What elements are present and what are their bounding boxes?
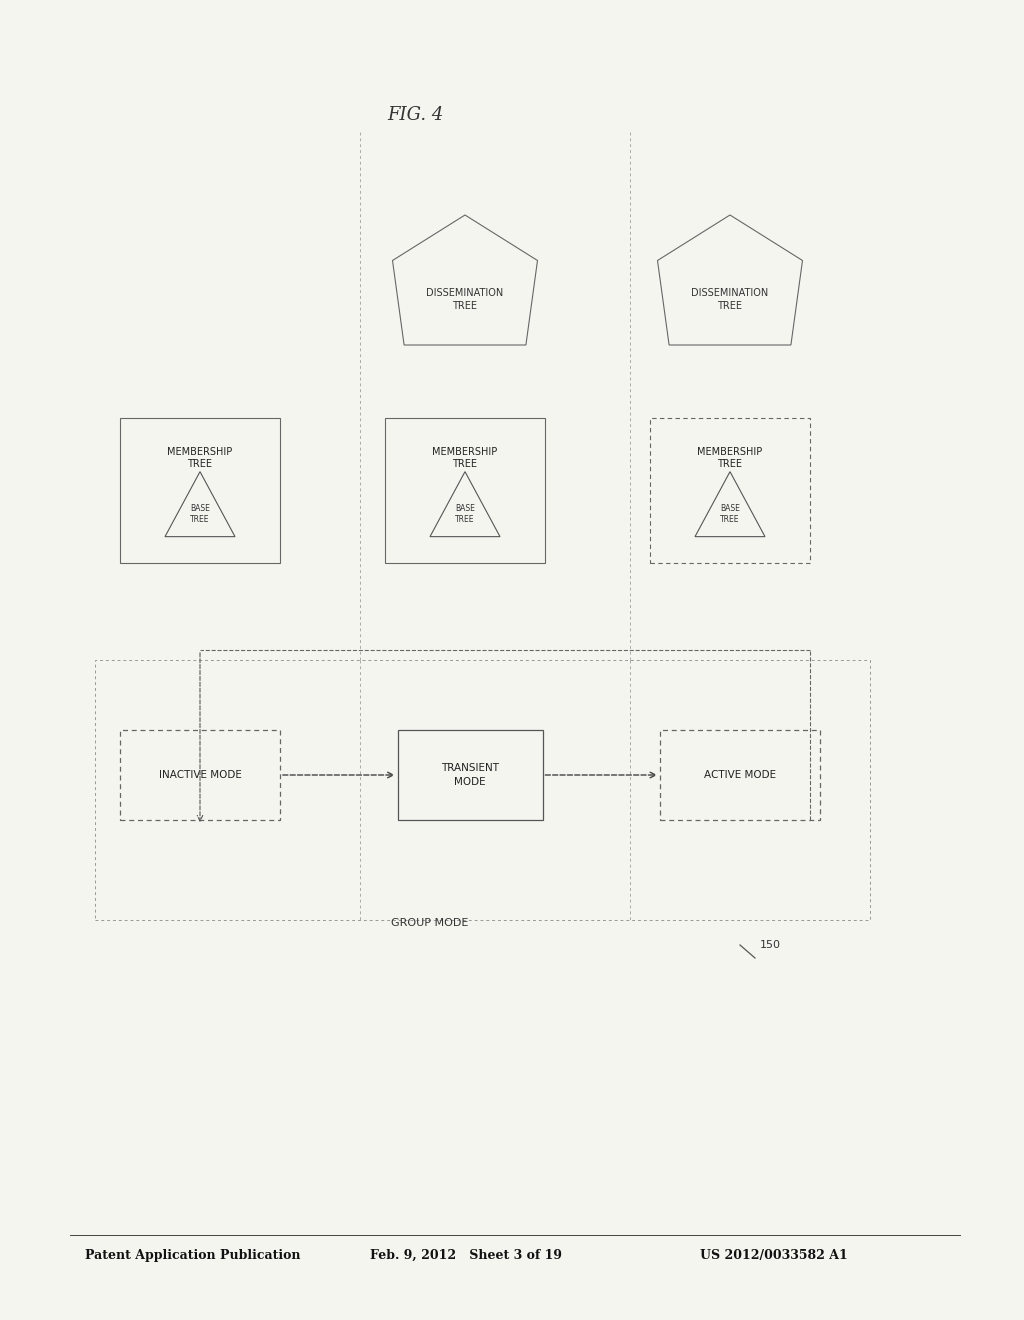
Text: ACTIVE MODE: ACTIVE MODE [703, 770, 776, 780]
Text: BASE
TREE: BASE TREE [455, 504, 475, 524]
Text: FIG. 4: FIG. 4 [387, 106, 443, 124]
Text: MEMBERSHIP
TREE: MEMBERSHIP TREE [167, 447, 232, 470]
Text: MEMBERSHIP
TREE: MEMBERSHIP TREE [432, 447, 498, 470]
Text: MEMBERSHIP
TREE: MEMBERSHIP TREE [697, 447, 763, 470]
Text: 150: 150 [760, 940, 781, 950]
Text: TRANSIENT
MODE: TRANSIENT MODE [441, 763, 499, 787]
Text: BASE
TREE: BASE TREE [720, 504, 740, 524]
Text: Feb. 9, 2012   Sheet 3 of 19: Feb. 9, 2012 Sheet 3 of 19 [370, 1249, 562, 1262]
Text: DISSEMINATION
TREE: DISSEMINATION TREE [691, 288, 769, 310]
Text: Patent Application Publication: Patent Application Publication [85, 1249, 300, 1262]
Text: BASE
TREE: BASE TREE [190, 504, 210, 524]
Text: US 2012/0033582 A1: US 2012/0033582 A1 [700, 1249, 848, 1262]
Text: DISSEMINATION
TREE: DISSEMINATION TREE [426, 288, 504, 310]
Text: INACTIVE MODE: INACTIVE MODE [159, 770, 242, 780]
Text: GROUP MODE: GROUP MODE [391, 917, 469, 928]
